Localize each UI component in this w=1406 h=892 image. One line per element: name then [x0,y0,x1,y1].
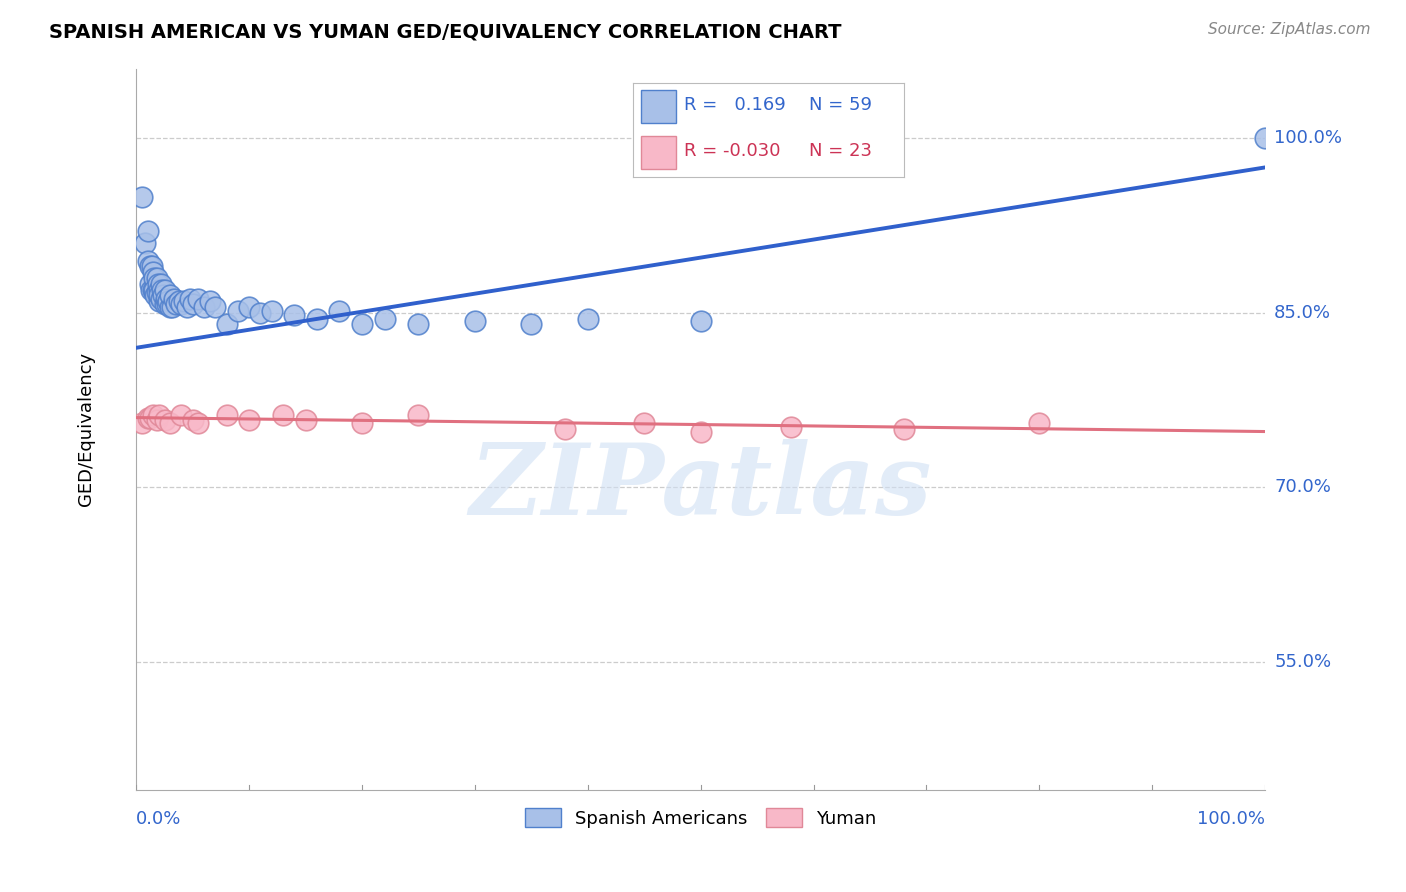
Point [156,294,179,309]
Point [554,422,576,436]
Point [215,409,238,423]
Point [283,308,305,322]
Point [1254,131,1277,145]
Point [204,300,226,314]
Point [260,303,283,318]
Point [215,318,238,332]
Point [780,420,803,434]
Point [148,294,170,309]
Point [145,288,167,302]
Point [689,314,711,328]
Point [139,277,162,291]
Point [146,277,169,291]
Point [193,300,215,314]
Point [173,294,195,309]
Point [226,303,249,318]
Point [305,311,328,326]
Point [179,292,201,306]
Point [134,235,156,250]
Point [893,422,915,436]
Point [141,260,163,274]
Text: 70.0%: 70.0% [1274,478,1331,496]
Point [633,417,655,431]
Point [142,265,165,279]
Legend: Spanish Americans, Yuman: Spanish Americans, Yuman [517,801,884,835]
Point [689,425,711,439]
Point [198,294,221,309]
Point [148,288,170,302]
Point [1028,417,1050,431]
Text: 100.0%: 100.0% [1274,129,1343,147]
Point [294,413,316,427]
Point [249,306,271,320]
Point [143,271,166,285]
Point [176,300,198,314]
Point [576,311,599,326]
Point [238,300,260,314]
Point [131,417,153,431]
Point [159,300,181,314]
Point [271,409,294,423]
Point [187,292,209,306]
Point [352,417,374,431]
Point [148,283,170,297]
Point [142,283,165,297]
Point [167,294,190,309]
Point [181,413,204,427]
Text: 85.0%: 85.0% [1274,304,1331,322]
Text: ZIPatlas: ZIPatlas [470,439,932,535]
Point [159,288,181,302]
Point [181,296,204,310]
Point [170,409,193,423]
Text: Source: ZipAtlas.com: Source: ZipAtlas.com [1208,22,1371,37]
Point [464,314,486,328]
Point [153,283,176,297]
Point [139,283,162,297]
Text: GED/Equivalency: GED/Equivalency [76,352,94,507]
Point [374,311,396,326]
Point [153,296,176,310]
Point [136,410,159,425]
Point [145,271,167,285]
Point [238,413,260,427]
Point [145,285,167,299]
Point [148,409,170,423]
Point [150,292,173,306]
Point [170,296,193,310]
Text: 100.0%: 100.0% [1197,810,1265,828]
Point [408,318,430,332]
Text: 55.0%: 55.0% [1274,653,1331,671]
Point [131,189,153,203]
Point [155,292,177,306]
Point [520,318,543,332]
Point [352,318,374,332]
Point [145,413,167,427]
Point [162,300,184,314]
Point [187,417,209,431]
Text: SPANISH AMERICAN VS YUMAN GED/EQUIVALENCY CORRELATION CHART: SPANISH AMERICAN VS YUMAN GED/EQUIVALENC… [49,22,842,41]
Point [152,288,174,302]
Text: 0.0%: 0.0% [136,810,181,828]
Point [136,224,159,238]
Point [139,410,162,425]
Point [150,277,173,291]
Point [142,409,165,423]
Point [150,283,173,297]
Point [162,292,184,306]
Point [136,253,159,268]
Point [143,283,166,297]
Point [153,413,176,427]
Point [159,417,181,431]
Point [156,296,179,310]
Point [165,296,187,310]
Point [408,409,430,423]
Point [328,303,350,318]
Point [139,260,162,274]
